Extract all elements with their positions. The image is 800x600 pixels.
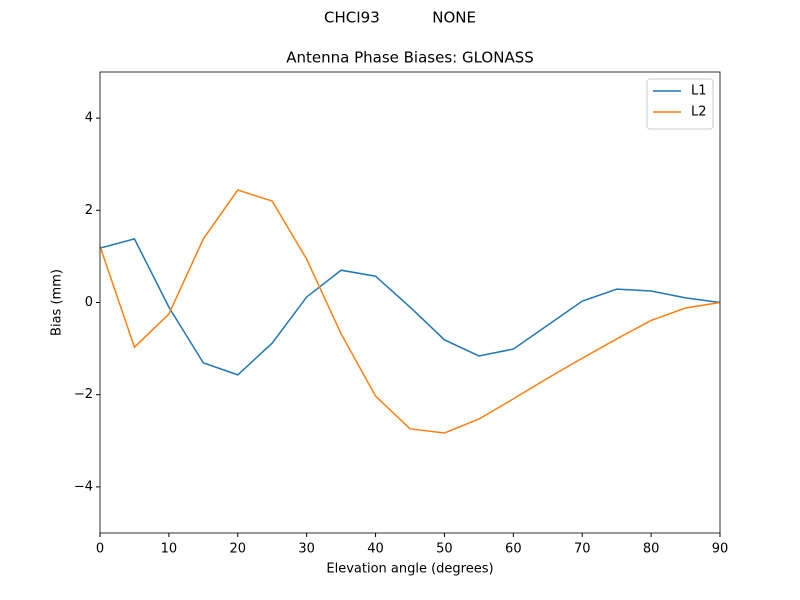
x-tick-label: 60: [505, 542, 522, 557]
x-tick-label: 90: [712, 542, 729, 557]
line-series: [99, 189, 721, 434]
line-series: [99, 237, 721, 376]
x-axis-label: Elevation angle (degrees): [326, 562, 493, 577]
x-tick-label: 40: [367, 542, 384, 557]
x-tick-label: 80: [643, 542, 660, 557]
chart-title: Antenna Phase Biases: GLONASS: [286, 49, 534, 67]
plot-frame: [99, 71, 721, 534]
suptitle: CHCI93 NONE: [324, 9, 476, 27]
x-tick-label: 0: [96, 542, 104, 557]
y-tick-label: −4: [74, 479, 93, 494]
x-tick-label: 50: [436, 542, 453, 557]
legend-label: L2: [691, 105, 707, 120]
y-tick-label: −2: [74, 387, 93, 402]
x-tick-label: 70: [574, 542, 591, 557]
y-tick-label: 4: [85, 111, 93, 126]
x-tick-label: 30: [298, 542, 315, 557]
y-tick-label: 2: [85, 203, 93, 218]
y-axis-label: Bias (mm): [50, 269, 65, 336]
y-tick-label: 0: [85, 295, 93, 310]
legend-label: L1: [691, 84, 707, 99]
x-tick-label: 10: [161, 542, 178, 557]
x-tick-label: 20: [230, 542, 247, 557]
